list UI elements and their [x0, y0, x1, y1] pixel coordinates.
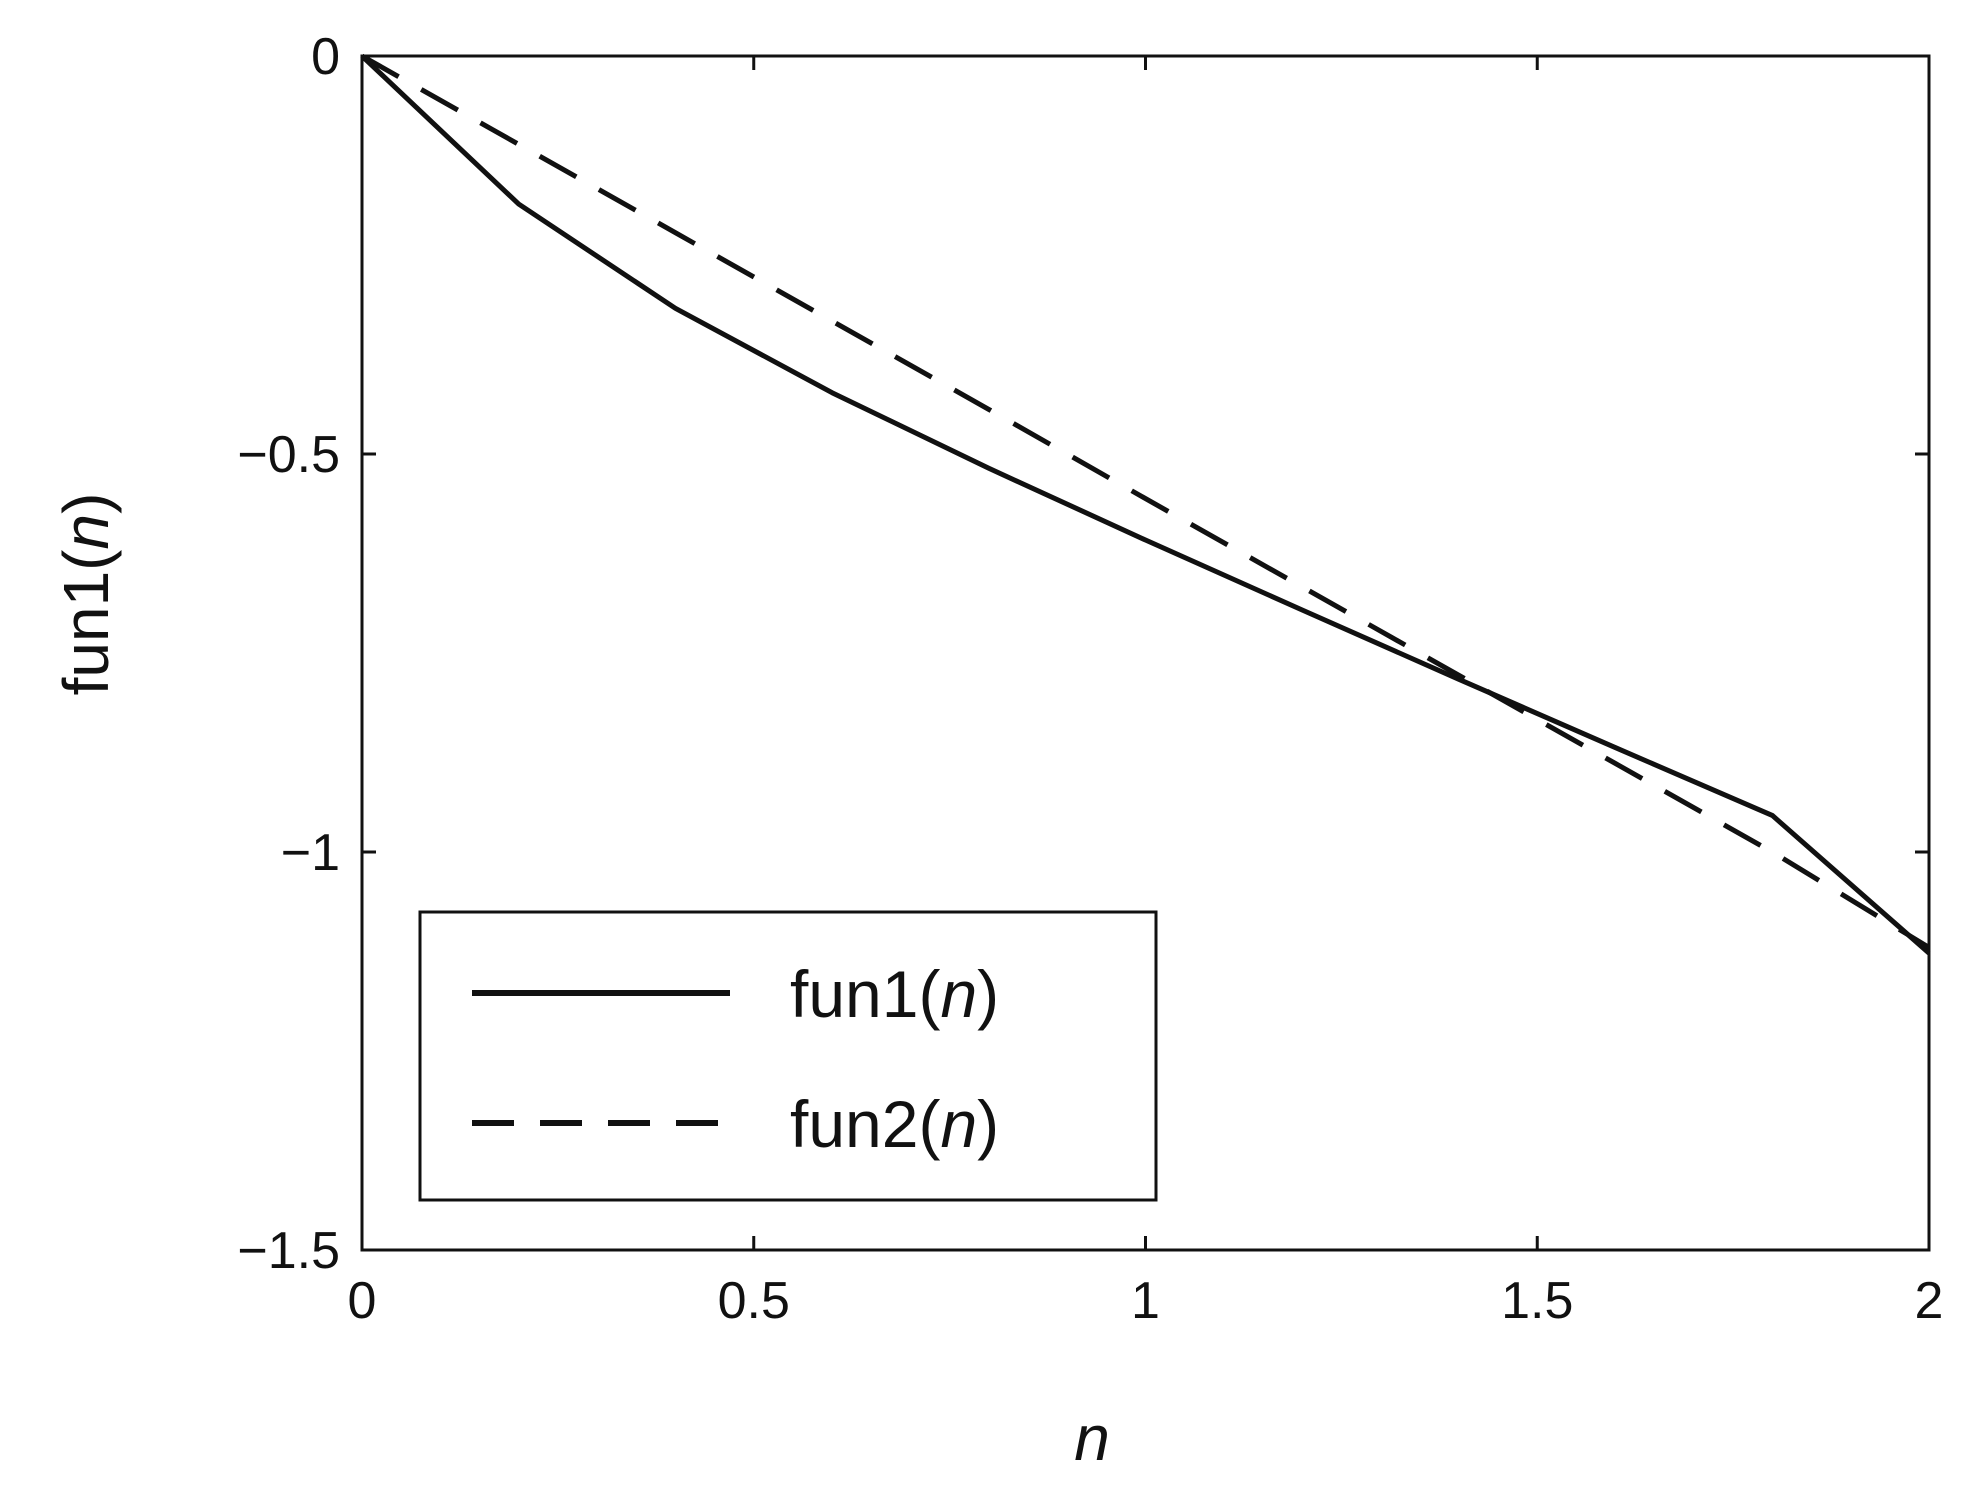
y-tick-label: −0.5 — [237, 426, 340, 484]
x-axis-label: n — [1074, 1402, 1110, 1474]
legend-label-fun2: fun2(n) — [790, 1087, 999, 1161]
tick-layer: 0 0.5 1 1.5 2 0 −0.5 −1 −1.5 — [237, 28, 1943, 1330]
x-tick-label: 1.5 — [1501, 1272, 1573, 1330]
legend-label-fun1: fun1(n) — [790, 957, 999, 1031]
x-tick-label: 0.5 — [718, 1272, 790, 1330]
y-tick-label: −1.5 — [237, 1222, 340, 1280]
x-tick-label: 0 — [348, 1272, 377, 1330]
series-layer — [360, 53, 1931, 955]
series-line-fun1 — [360, 54, 1931, 955]
y-axis-label: fun1(n) — [50, 493, 122, 696]
series-line-fun2 — [360, 53, 1931, 950]
legend: fun1(n) fun2(n) — [418, 910, 1158, 1202]
x-tick-label: 2 — [1915, 1272, 1944, 1330]
y-tick-label: 0 — [311, 28, 340, 86]
x-tick-label: 1 — [1131, 1272, 1160, 1330]
legend-box — [418, 910, 1158, 1202]
y-tick-label: −1 — [281, 824, 340, 882]
